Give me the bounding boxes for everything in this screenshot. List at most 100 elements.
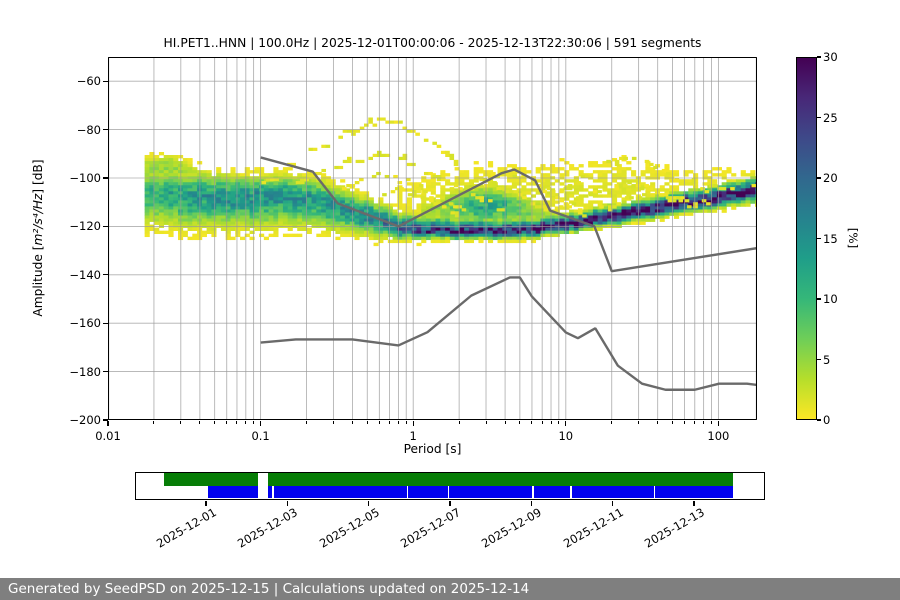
y-axis-label-units: m²/s⁴/Hz (31, 193, 45, 246)
timeline-date-text: 2025-12-09 (479, 505, 545, 551)
y-tick-label: −180 (69, 364, 101, 379)
timeline-tick-mark (205, 500, 207, 506)
timeline-date-label: 2025-12-09 (470, 505, 544, 551)
x-minor-tick-mark (703, 420, 705, 424)
y-axis-label-suffix: ] [dB] (31, 159, 45, 194)
colorbar-tick-mark (817, 298, 821, 300)
y-tick-mark (102, 177, 108, 179)
x-minor-tick-mark (389, 420, 391, 424)
x-minor-tick-mark (306, 420, 308, 424)
x-tick-label: 1 (409, 429, 417, 443)
timeline-tick-mark (368, 500, 370, 506)
y-tick-label: −100 (69, 171, 101, 185)
x-minor-tick-mark (519, 420, 521, 424)
timeline-tick-mark (693, 500, 695, 506)
y-tick-label: −160 (69, 316, 101, 331)
colorbar-tick-label: 15 (823, 231, 838, 246)
timeline-date-text: 2025-12-03 (235, 505, 301, 551)
timeline-date-text: 2025-12-07 (398, 505, 463, 551)
x-minor-tick-mark (458, 420, 460, 424)
colorbar-tick-label: 0 (823, 413, 831, 427)
footer-text: Generated by SeedPSD on 2025-12-15 | Cal… (8, 581, 530, 597)
y-axis-label: Amplitude [m²/s⁴/Hz] [dB] (31, 159, 45, 316)
x-tick-mark (412, 420, 414, 426)
x-minor-tick-mark (485, 420, 487, 424)
coverage-separator (532, 485, 534, 499)
coverage-gap (258, 473, 269, 499)
x-tick-label: 0.1 (251, 429, 270, 443)
y-tick-label: −120 (69, 219, 101, 234)
y-axis-label-prefix: Amplitude [ (31, 245, 45, 317)
x-tick-mark (260, 420, 262, 426)
x-axis-title: Period [s] (403, 442, 462, 456)
timeline-date-label: 2025-12-05 (308, 505, 382, 551)
x-minor-tick-mark (378, 420, 380, 424)
x-tick-label: 0.01 (95, 429, 121, 443)
plot-area (108, 57, 757, 420)
timeline-tick-mark (286, 500, 288, 506)
x-minor-tick-mark (541, 420, 543, 424)
x-minor-tick-mark (558, 420, 560, 424)
x-minor-tick-mark (397, 420, 399, 424)
colorbar-tick-label: 25 (823, 110, 838, 125)
plot-title: HI.PET1..HNN | 100.0Hz | 2025-12-01T00:0… (163, 36, 702, 50)
coverage-separator (447, 485, 450, 499)
x-minor-tick-mark (657, 420, 659, 424)
colorbar-tick-label: 10 (823, 292, 838, 306)
x-tick-label: 10 (558, 429, 574, 443)
y-tick-mark (102, 80, 108, 82)
footer-bar: Generated by SeedPSD on 2025-12-15 | Cal… (0, 578, 900, 600)
y-tick-label: −60 (76, 74, 101, 89)
timeline-date-text: 2025-12-05 (316, 505, 382, 551)
x-minor-tick-mark (245, 420, 247, 424)
timeline-date-text: 2025-12-13 (642, 505, 707, 551)
coverage-separator (570, 485, 572, 499)
x-minor-tick-mark (214, 420, 216, 424)
x-minor-tick-mark (236, 420, 238, 424)
y-tick-label: −80 (76, 122, 101, 137)
coverage-processed-segment-blue (207, 485, 734, 499)
colorbar-tick-mark (817, 177, 821, 179)
colorbar-tick-mark (817, 116, 821, 119)
coverage-separator (272, 485, 275, 499)
y-tick-mark (102, 274, 108, 276)
y-tick-label: −140 (69, 267, 101, 282)
x-minor-tick-mark (694, 420, 696, 424)
timeline-date-label: 2025-12-03 (226, 505, 300, 551)
coverage-separator (406, 485, 409, 499)
x-minor-tick-mark (199, 420, 201, 424)
colorbar-tick-mark (817, 56, 821, 58)
x-minor-tick-mark (351, 420, 353, 424)
x-tick-label: 100 (707, 429, 730, 443)
x-tick-mark (717, 420, 719, 426)
coverage-data-segment-green (163, 473, 734, 486)
colorbar-tick-mark (817, 358, 821, 361)
timeline-tick-mark (612, 500, 614, 506)
y-tick-mark (102, 225, 108, 227)
timeline-date-label: 2025-12-07 (389, 505, 463, 551)
x-minor-tick-mark (253, 420, 255, 424)
x-minor-tick-mark (638, 420, 640, 424)
y-tick-mark (102, 419, 108, 421)
coverage-separator (653, 485, 656, 499)
x-minor-tick-mark (332, 420, 334, 424)
timeline-date-label: 2025-12-01 (145, 505, 219, 551)
timeline-tick-mark (530, 500, 532, 506)
x-minor-tick-mark (710, 420, 712, 424)
timeline-date-text: 2025-12-11 (560, 505, 626, 551)
x-minor-tick-mark (504, 420, 506, 424)
x-tick-mark (565, 420, 567, 426)
y-tick-mark (102, 371, 108, 373)
coverage-timeline-bar (135, 472, 765, 500)
x-minor-tick-mark (226, 420, 228, 424)
timeline-date-label: 2025-12-13 (633, 505, 707, 551)
y-tick-mark (102, 322, 108, 324)
timeline-tick-mark (449, 500, 451, 506)
timeline-date-text: 2025-12-01 (154, 505, 220, 551)
x-minor-tick-mark (550, 420, 552, 424)
x-minor-tick-mark (671, 420, 673, 424)
x-minor-tick-mark (611, 420, 613, 424)
colorbar-tick-mark (817, 237, 821, 240)
ppsd-heatmap-canvas (108, 57, 757, 420)
x-minor-tick-mark (531, 420, 533, 424)
